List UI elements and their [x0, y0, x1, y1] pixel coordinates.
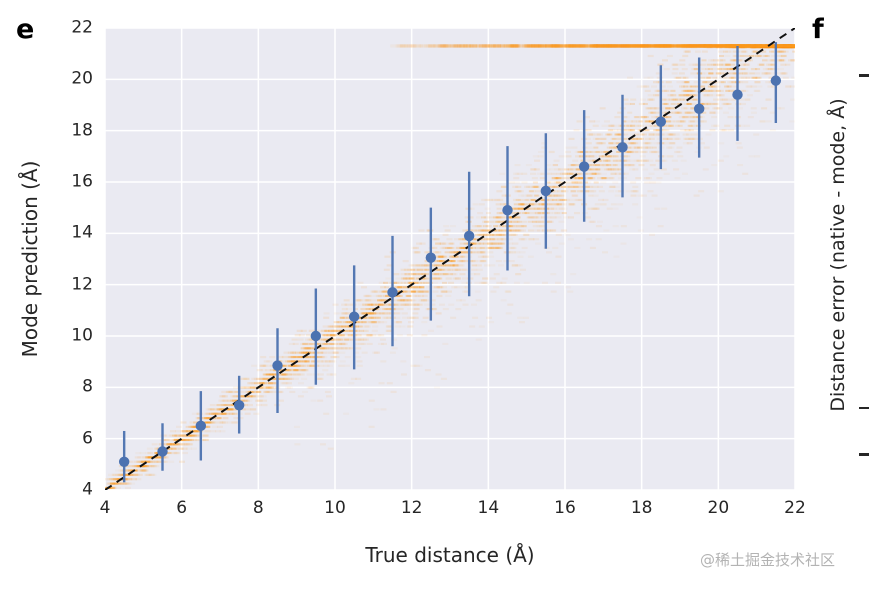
x-tick-label: 10 — [324, 498, 346, 518]
y-tick-label: 14 — [71, 222, 93, 243]
x-tick-label: 4 — [99, 498, 111, 518]
x-tick-label: 18 — [630, 498, 653, 518]
panel-label-f: f — [812, 14, 824, 45]
x-tick-label: 12 — [400, 498, 423, 518]
x-tick-label: 20 — [707, 498, 730, 518]
x-tick-label: 22 — [784, 498, 806, 518]
right-axis-tick — [859, 74, 869, 77]
chart-plot-area — [102, 27, 799, 491]
identity-line — [104, 27, 796, 491]
right-y-axis-label: Distance error (native - mode, Å) — [827, 98, 849, 412]
density-layer — [102, 44, 799, 490]
right-axis-tick — [859, 453, 869, 456]
errorbar-series — [118, 42, 782, 483]
right-axis-tick — [859, 406, 869, 410]
y-tick-label: 4 — [82, 479, 93, 500]
x-tick-label: 14 — [477, 498, 500, 518]
x-tick-label: 16 — [554, 498, 576, 518]
watermark: @稀土掘金技术社区 — [699, 551, 835, 569]
y-tick-label: 6 — [82, 428, 93, 449]
y-tick-label: 12 — [71, 274, 93, 295]
x-axis-label: True distance (Å) — [365, 543, 535, 567]
y-tick-label: 22 — [71, 17, 93, 38]
y-axis-label: Mode prediction (Å) — [18, 160, 42, 358]
y-tick-label: 18 — [71, 120, 93, 141]
x-tick-label: 8 — [252, 498, 264, 518]
plot-canvas — [102, 27, 799, 491]
panel-label-e: e — [16, 14, 35, 45]
y-tick-label: 10 — [71, 325, 93, 346]
y-tick-label: 20 — [71, 68, 93, 89]
x-tick-label: 6 — [176, 498, 188, 518]
y-tick-label: 8 — [82, 376, 93, 397]
y-tick-label: 16 — [71, 171, 93, 192]
